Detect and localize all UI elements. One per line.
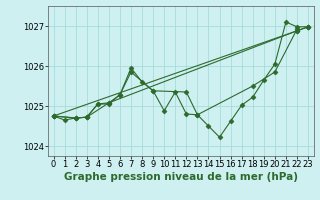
X-axis label: Graphe pression niveau de la mer (hPa): Graphe pression niveau de la mer (hPa): [64, 172, 298, 182]
